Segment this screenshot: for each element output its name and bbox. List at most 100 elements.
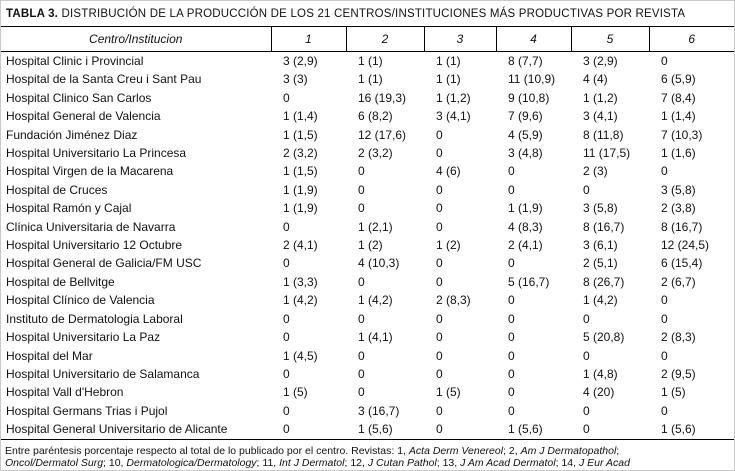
- value-cell: 0: [358, 201, 365, 216]
- centro-cell: Hospital Ramón y Cajal: [6, 201, 132, 216]
- header-row: Centro/Institucion 1 2 3 4 5 6: [1, 26, 734, 52]
- value-cell: 1 (1): [436, 72, 461, 87]
- value-cell: 0: [283, 256, 290, 271]
- table-row: Hospital General Universitario de Alican…: [1, 420, 734, 439]
- value-cell: 3 (16,7): [358, 403, 400, 418]
- value-cell: 7 (10,3): [661, 127, 703, 142]
- journal-name: Acta Derm Venereol: [408, 444, 504, 457]
- value-cell: 2 (6,7): [661, 274, 696, 289]
- value-cell: 3 (4,8): [508, 146, 543, 161]
- centro-cell: Hospital de Bellvitge: [6, 274, 115, 289]
- centro-cell: Hospital Universitario de Salamanca: [6, 366, 200, 381]
- centro-cell: Hospital del Mar: [6, 348, 93, 363]
- value-cell: 12 (24,5): [661, 238, 710, 253]
- value-cell: 0: [436, 366, 443, 381]
- centro-cell: Hospital Clinic i Provincial: [6, 54, 144, 68]
- value-cell: 2 (5,1): [583, 256, 618, 271]
- journal-name: J Cutan Pathol: [367, 456, 437, 469]
- value-cell: 1 (4,8): [583, 366, 618, 381]
- centro-cell: Hospital Universitario La Princesa: [6, 146, 187, 161]
- value-cell: 1 (5,6): [508, 422, 543, 437]
- value-cell: 0: [436, 348, 443, 363]
- centro-cell: Hospital Germans Trias i Pujol: [6, 403, 168, 418]
- value-cell: 0: [358, 182, 365, 197]
- value-cell: 1 (5): [283, 385, 308, 400]
- value-cell: 1 (1,4): [661, 109, 696, 124]
- value-cell: 0: [436, 146, 443, 161]
- footnote-text: ; 13,: [436, 456, 461, 469]
- table-row: Hospital Virgen de la Macarena 1 (1,5) 0 4 …: [1, 162, 734, 180]
- journal-name: Dermatologica/Dermatology: [126, 456, 257, 469]
- value-cell: 6 (8,2): [358, 109, 393, 124]
- value-cell: 5 (16,7): [508, 274, 550, 289]
- centro-cell: Hospital Virgen de la Macarena: [6, 164, 174, 179]
- centro-cell: Hospital de la Santa Creu i Sant Pau: [6, 72, 202, 87]
- value-cell: 0: [508, 182, 515, 197]
- header-col-4: 4: [495, 26, 571, 52]
- value-cell: 1 (2): [436, 238, 461, 253]
- value-cell: 0: [436, 219, 443, 234]
- table-row: Hospital Vall d'Hebron 1 (5) 0 1 (5) 0 4 (20)…: [1, 383, 734, 401]
- value-cell: 0: [508, 348, 515, 363]
- value-cell: 0: [358, 164, 365, 179]
- value-cell: 1 (1,2): [436, 90, 471, 105]
- header-centro-institucion: Centro/Institucion: [1, 26, 271, 52]
- table-number: TABLA 3.: [6, 8, 59, 20]
- footnote-text: ; 10,: [103, 456, 127, 469]
- header-col-2: 2: [345, 26, 424, 52]
- value-cell: 0: [283, 403, 290, 418]
- value-cell: 0: [508, 403, 515, 418]
- value-cell: 2 (8,3): [661, 330, 696, 345]
- value-cell: 6 (5,9): [661, 72, 696, 87]
- value-cell: 0: [436, 182, 443, 197]
- centro-cell: Hospital Clinico San Carlos: [6, 90, 152, 105]
- value-cell: 1 (1): [358, 72, 383, 87]
- value-cell: 4 (6): [436, 164, 461, 179]
- value-cell: 0: [508, 164, 515, 179]
- value-cell: 1 (5): [661, 385, 686, 400]
- centro-cell: Hospital de Cruces: [6, 182, 108, 197]
- value-cell: 0: [436, 127, 443, 142]
- value-cell: 0: [436, 256, 443, 271]
- value-cell: 3 (5,8): [661, 182, 696, 197]
- value-cell: 1 (1,5): [283, 127, 318, 142]
- value-cell: 1 (4,2): [358, 293, 393, 308]
- footnote-text: ; 11,: [256, 456, 280, 469]
- value-cell: 6 (15,4): [661, 256, 703, 271]
- value-cell: 3 (5,8): [583, 201, 618, 216]
- table-row: Fundación Jiménez Diaz 1 (1,5) 12 (17,6) 0 4…: [1, 126, 734, 144]
- table-row: Hospital Clinic i Provincial 3 (2,9) 1 (1)…: [1, 52, 734, 71]
- value-cell: 0: [283, 90, 290, 105]
- value-cell: 0: [508, 366, 515, 381]
- production-table: Centro/Institucion 1 2 3 4 5 6 Hospital …: [1, 26, 734, 440]
- value-cell: 0: [661, 348, 668, 363]
- value-cell: 1 (4,5): [283, 348, 318, 363]
- value-cell: 2 (3,2): [283, 146, 318, 161]
- value-cell: 3 (6,1): [583, 238, 618, 253]
- centro-cell: Hospital Universitario La Paz: [6, 330, 161, 345]
- value-cell: 0: [436, 330, 443, 345]
- value-cell: 1 (2): [358, 238, 383, 253]
- centro-cell: Hospital General de Valencia: [6, 109, 161, 124]
- value-cell: 8 (16,7): [583, 219, 625, 234]
- value-cell: 0: [583, 182, 590, 197]
- value-cell: 0: [283, 366, 290, 381]
- value-cell: 2 (3,2): [358, 146, 393, 161]
- value-cell: 0: [358, 274, 365, 289]
- value-cell: 2 (3): [583, 164, 608, 179]
- value-cell: 8 (7,7): [508, 54, 543, 68]
- value-cell: 11 (17,5): [583, 146, 631, 161]
- journal-name: Oncol/Dermatol Surg: [5, 456, 104, 469]
- header-col-6: 6: [648, 26, 734, 52]
- value-cell: 1 (5): [436, 385, 461, 400]
- value-cell: 0: [661, 54, 668, 68]
- value-cell: 0: [283, 330, 290, 345]
- table-row: Hospital Clínico de Valencia 1 (4,2) 1 (4,…: [1, 291, 734, 309]
- table-row: Hospital de Bellvitge 1 (3,3) 0 0 5 (16,7) 8 …: [1, 273, 734, 291]
- journal-name: Int J Dermatol: [279, 456, 345, 469]
- table-row: Hospital Universitario de Salamanca 0 0 0 0 1…: [1, 365, 734, 383]
- value-cell: 1 (1,4): [283, 109, 318, 124]
- value-cell: 0: [283, 219, 290, 234]
- value-cell: 8 (26,7): [583, 274, 625, 289]
